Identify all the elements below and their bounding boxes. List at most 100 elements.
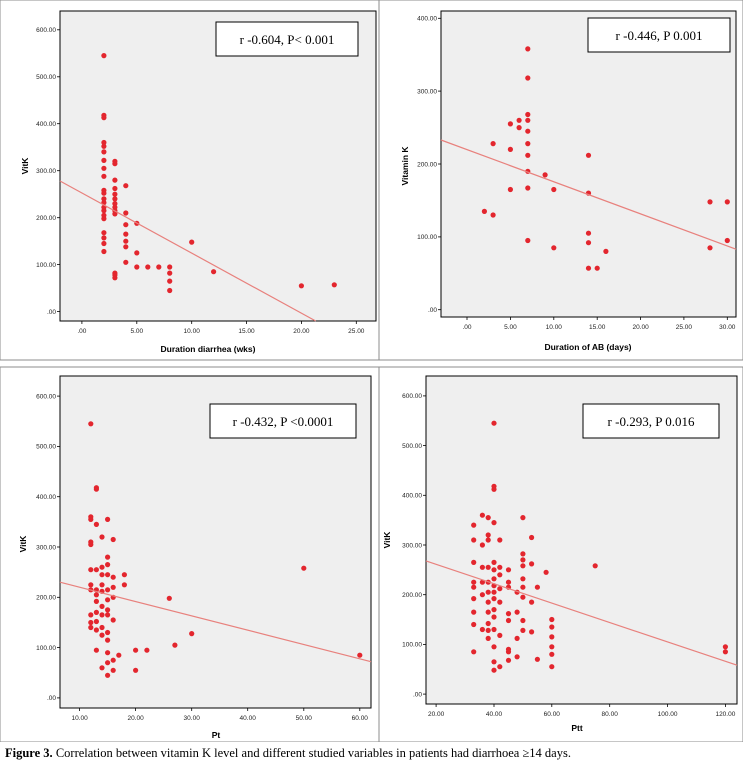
data-point	[497, 632, 503, 639]
data-point	[189, 631, 195, 637]
data-point	[520, 563, 526, 569]
y-tick-label: 100.00	[417, 234, 437, 241]
data-point	[166, 595, 172, 601]
data-point	[505, 579, 512, 585]
caption-text: Correlation between vitamin K level and …	[52, 746, 571, 760]
data-point	[707, 245, 713, 251]
y-axis-label: VitK	[382, 531, 392, 549]
data-point	[520, 551, 526, 557]
data-point	[520, 584, 526, 590]
data-point	[99, 612, 105, 618]
data-point	[99, 665, 105, 671]
data-point	[105, 554, 111, 560]
data-point	[112, 275, 118, 281]
data-point	[485, 515, 491, 521]
data-point	[525, 111, 531, 118]
y-tick-label: 200.00	[36, 215, 56, 222]
y-tick-label: 100.00	[402, 642, 422, 649]
fit-line	[59, 581, 372, 663]
data-point	[105, 562, 111, 568]
y-tick-label: 600.00	[36, 27, 56, 34]
data-point	[88, 541, 94, 548]
data-point	[93, 647, 99, 653]
data-point	[491, 607, 497, 613]
data-point	[471, 649, 477, 655]
y-tick-label: 200.00	[417, 161, 437, 168]
data-point	[516, 117, 522, 123]
data-point	[105, 660, 111, 666]
plot-area	[59, 10, 377, 322]
data-point	[485, 599, 491, 605]
data-point	[101, 173, 107, 179]
data-point	[497, 664, 503, 670]
data-point	[525, 141, 531, 147]
data-point	[105, 637, 111, 643]
data-point	[491, 486, 497, 492]
data-point	[110, 536, 116, 543]
data-point	[525, 128, 531, 134]
data-point	[592, 563, 598, 569]
y-tick-label: 600.00	[402, 393, 422, 400]
data-point	[520, 617, 526, 624]
data-point	[167, 287, 173, 294]
data-point	[491, 520, 497, 526]
x-tick-label: 10.00	[546, 324, 563, 331]
y-tick-label: 400.00	[402, 493, 422, 500]
correlation-annotation: r -0.432, P <0.0001	[233, 414, 334, 429]
data-point	[497, 564, 503, 570]
figure-3-scatterplots: .00 5.00 10.00 15.00 20.00 25.00 .00 100.00 200.…	[0, 0, 743, 742]
data-point	[534, 584, 541, 590]
data-point	[99, 572, 105, 578]
data-point	[88, 619, 94, 626]
data-point	[507, 146, 513, 152]
data-point	[93, 609, 99, 616]
x-axis-label: Duration of AB (days)	[544, 342, 631, 352]
data-point	[101, 248, 107, 255]
scatter-panel-duration-ab: .00 5.00 10.00 15.00 20.00 25.00 30.00 .00 100.0…	[378, 0, 743, 361]
data-point	[479, 579, 485, 585]
data-point	[112, 177, 118, 183]
data-point	[505, 649, 512, 655]
data-point	[167, 270, 173, 276]
x-axis-label: Duration diarrhea (wks)	[161, 344, 256, 354]
data-point	[471, 522, 477, 528]
data-point	[520, 576, 526, 582]
data-point	[505, 617, 512, 624]
x-tick-label: 15.00	[589, 324, 606, 331]
data-point	[479, 564, 485, 570]
x-tick-label: 60.00	[352, 715, 369, 722]
y-tick-label: 200.00	[402, 592, 422, 599]
x-tick-label: 60.00	[544, 711, 561, 718]
data-point	[105, 612, 111, 618]
data-point	[485, 564, 491, 570]
data-point	[99, 564, 105, 570]
data-point	[707, 199, 713, 205]
data-point	[101, 149, 107, 155]
data-point	[101, 53, 107, 59]
data-point	[491, 659, 497, 665]
y-tick-label: 100.00	[36, 262, 56, 269]
data-point	[525, 237, 531, 244]
data-point	[490, 212, 496, 218]
data-point	[505, 567, 512, 573]
data-point	[105, 607, 111, 613]
x-axis-label: Ptt	[571, 723, 583, 733]
data-point	[211, 269, 217, 275]
data-point	[724, 199, 730, 205]
data-point	[585, 152, 592, 158]
data-point	[101, 235, 107, 241]
y-tick-label: .00	[428, 307, 437, 314]
data-point	[525, 117, 531, 123]
data-point	[471, 609, 477, 615]
x-tick-label: 25.00	[348, 328, 365, 335]
x-tick-label: 40.00	[240, 715, 257, 722]
data-point	[491, 589, 497, 595]
data-point	[93, 618, 99, 625]
data-point	[105, 629, 111, 636]
data-point	[101, 240, 107, 247]
data-point	[520, 627, 526, 634]
data-point	[603, 248, 609, 254]
data-point	[105, 587, 111, 593]
annotation-box	[209, 403, 357, 439]
data-point	[525, 185, 531, 191]
